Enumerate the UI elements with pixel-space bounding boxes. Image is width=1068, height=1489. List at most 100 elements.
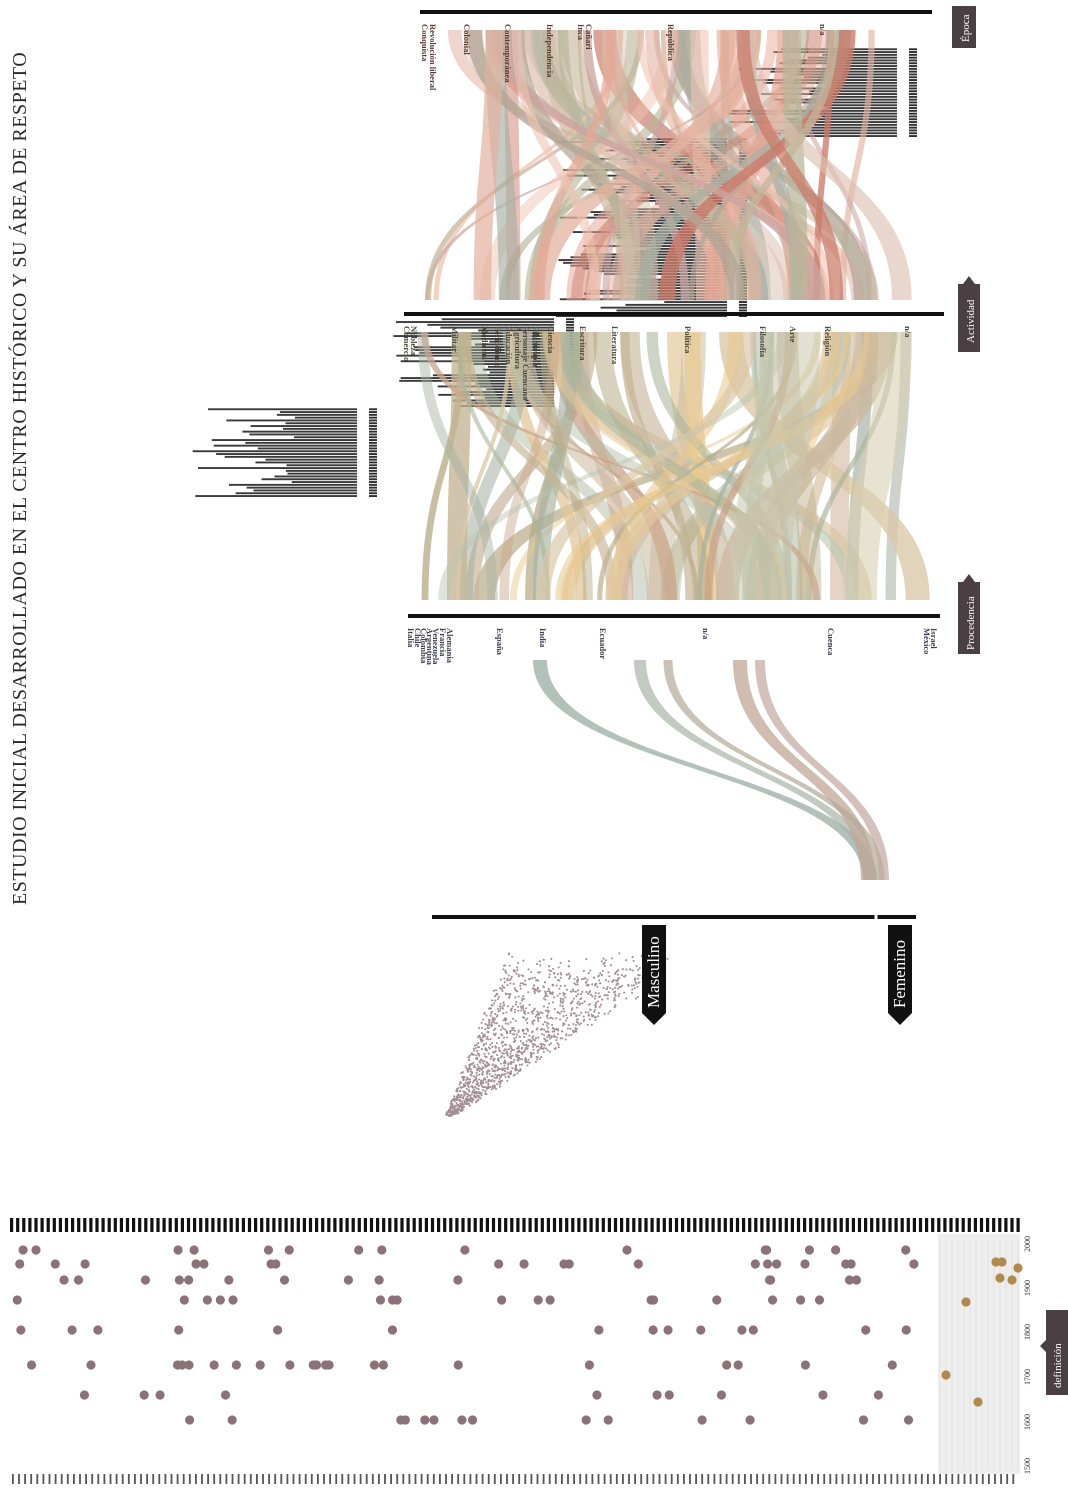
timeline-dot — [519, 1259, 529, 1269]
person-dot — [577, 1021, 580, 1024]
timeline-tick — [943, 1218, 947, 1232]
person-dot — [580, 1022, 583, 1025]
person-dot — [485, 1037, 488, 1040]
person-dot — [479, 1083, 482, 1086]
timeline-tick — [461, 1218, 465, 1232]
person-dot — [480, 1048, 484, 1051]
timeline-row-name — [591, 1474, 594, 1484]
timeline-dot — [814, 1295, 825, 1305]
person-dot — [553, 1007, 556, 1011]
timeline-dots — [12, 1245, 1023, 1425]
person-dot — [515, 1001, 518, 1004]
person-dot — [606, 997, 609, 1000]
person-dot — [479, 1037, 482, 1040]
timeline-row-name — [121, 1474, 124, 1484]
timeline-dot — [310, 1360, 320, 1370]
person-dot — [525, 1032, 528, 1035]
timeline-tick — [101, 1218, 105, 1232]
timeline-tick — [742, 1218, 746, 1232]
timeline-dot — [818, 1390, 828, 1400]
person-dot — [521, 1058, 524, 1061]
flow-ribbon — [506, 332, 587, 600]
procLabels-italia: Italia — [406, 628, 416, 648]
name-list-item — [664, 301, 747, 303]
person-dot — [513, 969, 516, 972]
timeline-row-name — [329, 1474, 331, 1484]
person-dot — [477, 1046, 481, 1049]
person-dot — [530, 971, 533, 974]
person-dot — [563, 992, 566, 995]
person-dot — [572, 997, 576, 1000]
timeline-tick — [668, 1218, 672, 1232]
name-list-item — [226, 419, 377, 422]
flow-ribbon — [806, 332, 896, 600]
person-dot — [583, 977, 586, 980]
person-dot — [487, 1085, 490, 1088]
timeline-tick — [406, 1218, 410, 1232]
name-list-item — [255, 461, 377, 464]
person-dot — [594, 991, 597, 995]
timeline-dot — [16, 1325, 26, 1335]
person-dot — [499, 1028, 503, 1031]
timeline-dot — [712, 1295, 722, 1305]
timeline-dot — [67, 1325, 77, 1335]
timeline-dot — [93, 1325, 103, 1335]
timeline-tick — [138, 1218, 142, 1232]
timeline-tick — [229, 1218, 233, 1232]
timeline-dot — [745, 1415, 755, 1425]
timeline-year-labels: 1500 1600 1700 1800 1900 2000 — [1023, 1236, 1032, 1474]
person-dot — [593, 997, 596, 1000]
person-dot — [466, 1069, 469, 1072]
person-dot — [556, 1033, 560, 1036]
timeline-row-name — [603, 1474, 606, 1484]
timeline-row-name — [920, 1474, 923, 1484]
person-dot — [599, 995, 602, 998]
timeline-tick — [534, 1218, 538, 1232]
person-dot — [543, 1046, 546, 1050]
person-dot — [497, 1059, 500, 1062]
person-dot — [547, 1026, 550, 1029]
person-dot — [532, 1052, 535, 1055]
person-dot — [509, 1030, 512, 1033]
timeline-tick — [717, 1218, 721, 1232]
timeline-row-name — [54, 1474, 57, 1484]
person-dot — [569, 990, 572, 993]
timeline-tick — [900, 1218, 904, 1232]
person-dot — [451, 1110, 454, 1113]
person-dot — [480, 1094, 483, 1097]
timeline-row-name — [146, 1474, 148, 1484]
person-dot — [546, 990, 549, 993]
person-dot — [491, 999, 494, 1002]
timeline-dot — [279, 1275, 290, 1285]
person-dot — [546, 995, 549, 998]
person-dot — [461, 1100, 464, 1103]
timeline-tick — [760, 1218, 764, 1232]
person-dot — [519, 982, 522, 985]
person-dot — [474, 1046, 477, 1050]
person-dot — [486, 1075, 489, 1079]
masculino-label-text: Masculino — [644, 936, 663, 1008]
person-dot — [594, 983, 597, 986]
person-dot — [484, 1090, 487, 1093]
flow-ribbon — [584, 30, 778, 300]
person-dot — [517, 1045, 520, 1048]
person-dot — [539, 989, 542, 992]
person-dot — [544, 995, 547, 998]
person-dot — [601, 998, 604, 1001]
person-dot — [551, 1030, 554, 1033]
timeline-dot — [189, 1245, 199, 1255]
timeline-dot — [220, 1390, 231, 1400]
person-dot — [559, 1001, 563, 1004]
timeline-tick — [498, 1218, 502, 1232]
name-list-item — [253, 489, 377, 492]
person-dot — [482, 1089, 485, 1092]
person-dot — [575, 1014, 578, 1017]
flow-ribbon — [719, 332, 930, 600]
person-dot — [604, 979, 608, 982]
timeline-row-name — [42, 1474, 45, 1484]
femenino-label-text: Femenino — [890, 940, 909, 1008]
person-dot — [482, 1081, 485, 1085]
person-dot — [530, 1053, 533, 1056]
name-list-item — [283, 427, 377, 430]
